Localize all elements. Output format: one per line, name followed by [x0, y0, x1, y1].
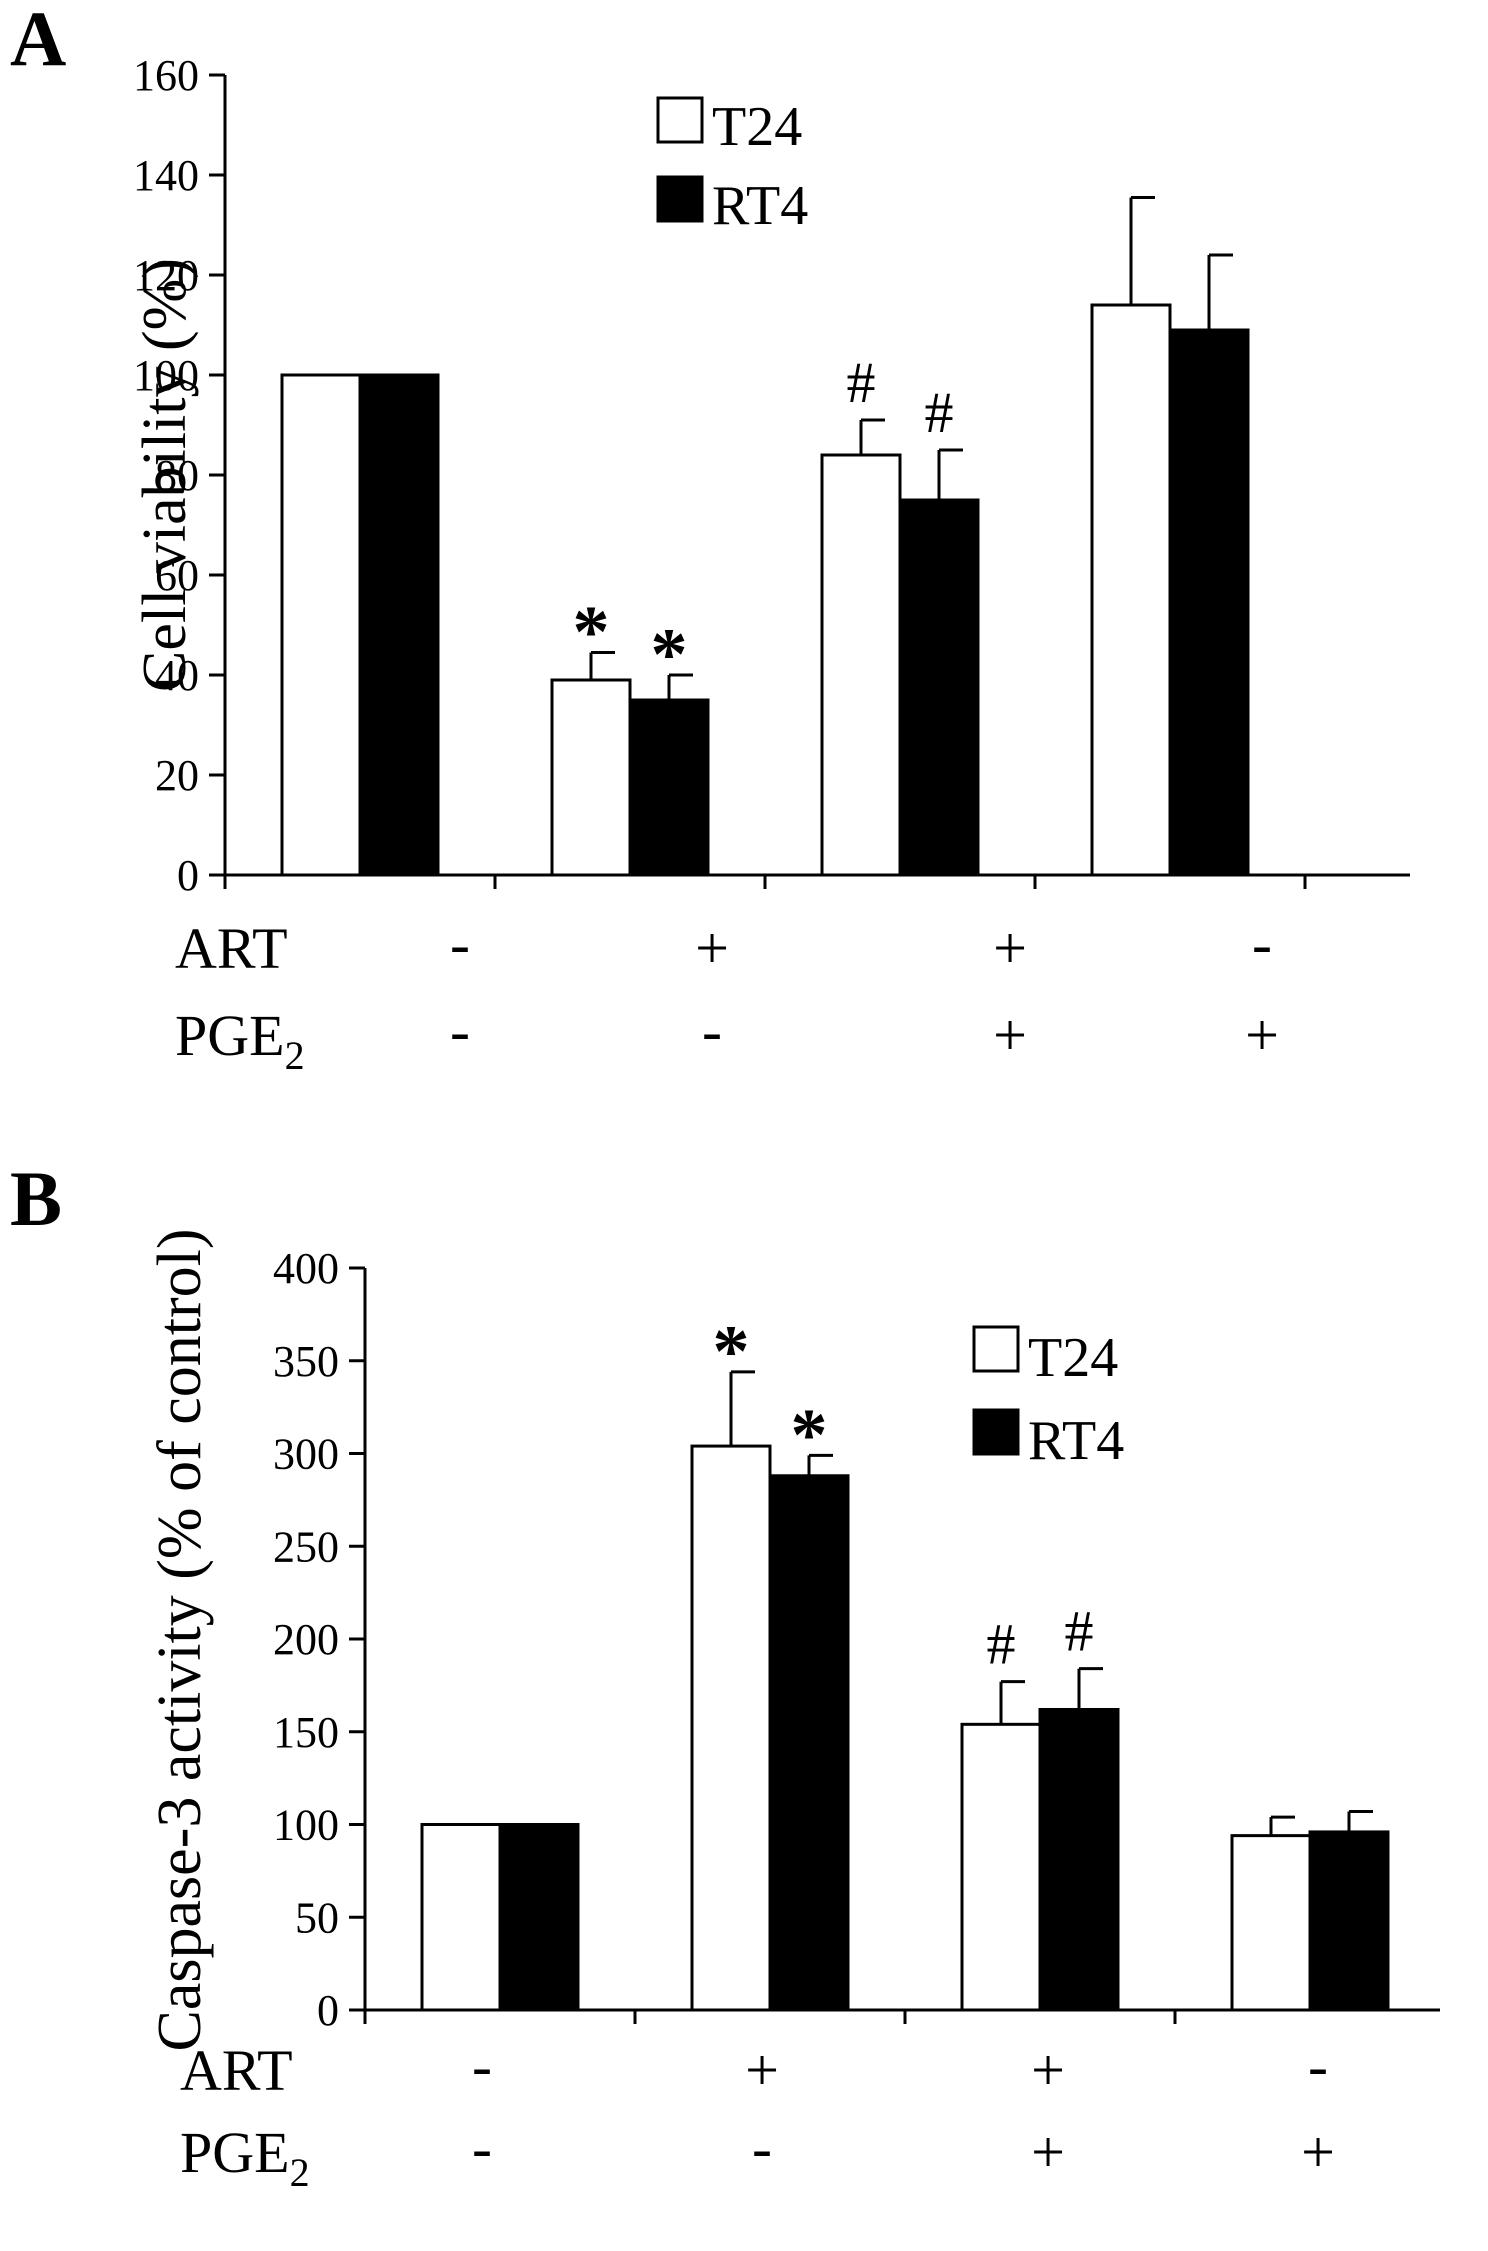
y-tick-label: 140 — [133, 151, 199, 200]
y-tick-label: 160 — [133, 51, 199, 100]
y-tick-label: 80 — [155, 451, 199, 500]
treatment-value: - — [752, 2115, 772, 2181]
legend-label: T24 — [712, 96, 802, 158]
y-tick-label: 40 — [155, 651, 199, 700]
treatment-value: + — [993, 1002, 1027, 1068]
bar-t24-4 — [1090, 303, 1172, 877]
bar-rt4-4 — [1168, 328, 1250, 877]
y-tick-label: 350 — [273, 1337, 339, 1386]
bar-rt4-1 — [358, 373, 440, 877]
treatment-value: - — [472, 2115, 492, 2181]
panel-a: A Cell viability (%) 0 20 40 60 80 100 120 140 160… — [10, 0, 1410, 1078]
bar-t24-3 — [820, 453, 902, 877]
y-tick-label: 60 — [155, 551, 199, 600]
significance-marker: # — [925, 380, 954, 445]
y-tick-label: 0 — [177, 851, 199, 900]
significance-marker: # — [1065, 1599, 1094, 1664]
significance-marker: # — [847, 350, 876, 415]
bar-rt4-1 — [498, 1823, 580, 2012]
legend-swatch-rt4 — [656, 175, 704, 223]
bar-rt4-3 — [1038, 1707, 1120, 2012]
y-tick-label: 50 — [295, 1893, 339, 1942]
y-tick-label: 100 — [273, 1801, 339, 1850]
treatment-value: + — [1301, 2119, 1335, 2185]
significance-marker: # — [987, 1612, 1016, 1677]
legend-swatch-t24 — [972, 1325, 1020, 1373]
y-tick-label: 100 — [133, 351, 199, 400]
legend-label: RT4 — [712, 175, 808, 237]
bar-t24-3 — [960, 1722, 1042, 2012]
treatment-name-text: ART — [175, 916, 288, 981]
y-axis-label: Cell viability (%) — [131, 258, 199, 692]
y-tick-label: 120 — [133, 251, 199, 300]
treatment-value: + — [695, 915, 729, 981]
y-tick-label: 20 — [155, 751, 199, 800]
treatment-name-text: ART — [180, 2038, 293, 2103]
treatment-name-subscript: 2 — [290, 2150, 310, 2195]
bar-rt4-4 — [1308, 1830, 1390, 2012]
y-tick-label: 400 — [273, 1244, 339, 1293]
y-tick-label: 150 — [273, 1708, 339, 1757]
bar-t24-1 — [420, 1823, 502, 2012]
y-tick-label: 0 — [317, 1986, 339, 2035]
legend-swatch-t24 — [656, 96, 704, 144]
treatment-name-pge: PGE2 — [180, 2120, 310, 2195]
significance-marker: * — [791, 1394, 828, 1476]
y-tick-label: 200 — [273, 1615, 339, 1664]
bar-rt4-3 — [898, 498, 980, 877]
treatment-name-pge: PGE2 — [175, 1003, 305, 1078]
treatment-value: - — [472, 2033, 492, 2099]
treatment-value: - — [1308, 2033, 1328, 2099]
treatment-value: - — [702, 998, 722, 1064]
treatment-value: + — [993, 915, 1027, 981]
treatment-name-text: PGE — [180, 2120, 290, 2185]
bar-t24-4 — [1230, 1834, 1312, 2012]
treatment-value: + — [1031, 2037, 1065, 2103]
significance-marker: * — [651, 614, 688, 696]
y-axis-label: Caspase-3 activity (% of control) — [146, 1229, 214, 2052]
treatment-value: + — [1245, 1002, 1279, 1068]
bar-t24-2 — [550, 678, 632, 877]
y-tick-label: 250 — [273, 1522, 339, 1571]
treatment-name-art: ART — [180, 2038, 293, 2103]
treatment-name-art: ART — [175, 916, 288, 981]
panel-b: B Caspase-3 activity (% of control) 0 50 100… — [10, 1155, 1440, 2195]
legend-label: T24 — [1028, 1327, 1118, 1389]
bar-rt4-2 — [768, 1474, 850, 2012]
significance-marker: * — [713, 1311, 750, 1393]
panel-letter: B — [10, 1155, 62, 1242]
legend-label: RT4 — [1028, 1410, 1124, 1472]
panel-letter: A — [10, 0, 66, 82]
significance-marker: * — [573, 592, 610, 674]
bar-rt4-2 — [628, 698, 710, 877]
treatment-value: + — [1031, 2119, 1065, 2185]
treatment-value: - — [1252, 911, 1272, 977]
treatment-value: - — [450, 998, 470, 1064]
treatment-name-text: PGE — [175, 1003, 285, 1068]
bar-t24-1 — [280, 373, 362, 877]
treatment-value: + — [745, 2037, 779, 2103]
treatment-value: - — [450, 911, 470, 977]
y-tick-label: 300 — [273, 1430, 339, 1479]
treatment-name-subscript: 2 — [285, 1033, 305, 1078]
bar-t24-2 — [690, 1444, 772, 2012]
legend-swatch-rt4 — [972, 1408, 1020, 1456]
